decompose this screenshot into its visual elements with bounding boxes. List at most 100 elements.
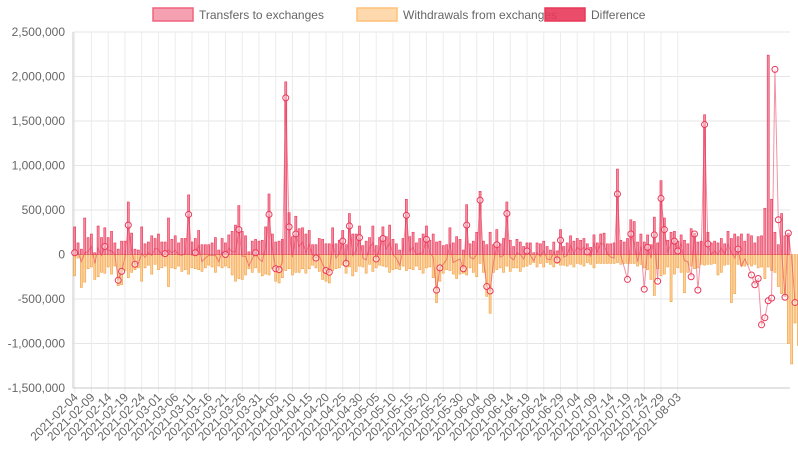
transfer-bar[interactable]	[197, 230, 200, 255]
difference-point[interactable]	[694, 286, 702, 294]
withdrawal-bar[interactable]	[455, 254, 458, 279]
difference-point[interactable]	[379, 234, 387, 242]
transfer-bar[interactable]	[120, 240, 123, 255]
transfer-bar[interactable]	[632, 221, 636, 255]
withdrawal-bar[interactable]	[723, 254, 727, 266]
withdrawal-bar[interactable]	[173, 254, 177, 270]
withdrawal-bar[interactable]	[629, 254, 633, 264]
transfer-bar[interactable]	[750, 235, 753, 255]
transfer-bar[interactable]	[321, 239, 324, 255]
withdrawal-bar[interactable]	[572, 254, 576, 268]
difference-point[interactable]	[644, 243, 652, 251]
difference-point[interactable]	[701, 121, 709, 129]
withdrawal-bar[interactable]	[719, 254, 723, 273]
withdrawal-bar[interactable]	[183, 254, 187, 270]
transfer-bar[interactable]	[746, 233, 750, 255]
withdrawal-bar[interactable]	[351, 254, 355, 277]
transfer-bar[interactable]	[230, 231, 234, 255]
withdrawal-bar[interactable]	[632, 254, 636, 264]
difference-point[interactable]	[325, 268, 333, 276]
transfer-bar[interactable]	[204, 244, 207, 255]
difference-point[interactable]	[285, 223, 293, 231]
difference-point[interactable]	[674, 247, 682, 255]
difference-point[interactable]	[761, 314, 769, 322]
withdrawal-bar[interactable]	[652, 254, 656, 296]
transfer-bar[interactable]	[388, 224, 391, 255]
transfer-bar[interactable]	[431, 233, 435, 255]
withdrawal-bar[interactable]	[321, 254, 324, 280]
transfer-bar[interactable]	[703, 114, 706, 255]
transfer-bar[interactable]	[753, 242, 757, 255]
transfer-bar[interactable]	[458, 239, 462, 255]
transfer-bar[interactable]	[726, 231, 730, 255]
withdrawal-bar[interactable]	[730, 254, 733, 303]
withdrawal-bar[interactable]	[391, 254, 395, 270]
withdrawal-bar[interactable]	[358, 254, 361, 267]
withdrawal-bar[interactable]	[284, 254, 288, 271]
difference-point[interactable]	[345, 222, 353, 230]
withdrawal-bar[interactable]	[240, 254, 244, 280]
withdrawal-bar[interactable]	[669, 254, 673, 302]
withdrawal-bar[interactable]	[616, 254, 619, 263]
transfer-bar[interactable]	[689, 228, 693, 255]
withdrawal-bar[interactable]	[187, 254, 190, 275]
difference-point[interactable]	[252, 249, 260, 257]
withdrawal-bar[interactable]	[180, 254, 184, 272]
transfer-bar[interactable]	[86, 237, 90, 255]
withdrawal-bar[interactable]	[267, 254, 271, 276]
withdrawal-bar[interactable]	[733, 254, 737, 294]
difference-point[interactable]	[124, 221, 132, 229]
difference-point[interactable]	[339, 237, 347, 245]
transfer-bar[interactable]	[314, 244, 318, 255]
transfer-bar[interactable]	[304, 233, 308, 255]
transfer-bar[interactable]	[549, 249, 552, 255]
difference-point[interactable]	[312, 254, 320, 262]
transfer-bar[interactable]	[331, 227, 334, 255]
withdrawal-bar[interactable]	[753, 254, 757, 265]
withdrawal-bar[interactable]	[649, 254, 653, 280]
legend-label-2[interactable]: Withdrawals from exchanges	[403, 8, 557, 22]
withdrawal-bar[interactable]	[234, 254, 237, 282]
transfer-bar[interactable]	[147, 241, 150, 255]
withdrawal-bar[interactable]	[384, 254, 388, 268]
withdrawal-bar[interactable]	[106, 254, 110, 268]
difference-point[interactable]	[768, 294, 776, 302]
transfer-bar[interactable]	[515, 239, 519, 255]
transfer-bar[interactable]	[113, 242, 117, 255]
withdrawal-bar[interactable]	[86, 254, 90, 270]
difference-point[interactable]	[791, 299, 798, 307]
transfer-bar[interactable]	[244, 235, 247, 255]
difference-point[interactable]	[650, 231, 658, 239]
difference-point[interactable]	[282, 94, 290, 102]
transfer-bar[interactable]	[80, 248, 83, 255]
transfer-bar[interactable]	[736, 236, 740, 255]
difference-point[interactable]	[758, 321, 766, 329]
withdrawal-bar[interactable]	[693, 254, 696, 270]
transfer-bar[interactable]	[324, 243, 328, 255]
withdrawal-bar[interactable]	[418, 254, 422, 270]
withdrawal-bar[interactable]	[535, 254, 539, 268]
withdrawal-bar[interactable]	[596, 254, 599, 264]
withdrawal-bar[interactable]	[622, 254, 626, 264]
transfer-bar[interactable]	[247, 251, 251, 255]
withdrawal-bar[interactable]	[381, 254, 385, 267]
withdrawal-bar[interactable]	[585, 254, 589, 263]
transfer-bar[interactable]	[518, 241, 522, 255]
withdrawal-bar[interactable]	[776, 254, 780, 287]
transfer-bar[interactable]	[90, 233, 93, 255]
transfer-bar[interactable]	[103, 227, 107, 255]
transfer-bar[interactable]	[250, 240, 254, 255]
legend-swatch-3[interactable]	[544, 7, 586, 22]
transfer-bar[interactable]	[525, 242, 529, 255]
withdrawal-bar[interactable]	[103, 254, 107, 274]
transfer-bar[interactable]	[636, 241, 639, 255]
transfer-bar[interactable]	[76, 242, 80, 255]
transfer-bar[interactable]	[438, 240, 442, 255]
transfer-bar[interactable]	[606, 243, 609, 255]
difference-point[interactable]	[459, 265, 467, 273]
difference-point[interactable]	[292, 230, 300, 238]
withdrawal-bar[interactable]	[170, 254, 174, 269]
withdrawal-bar[interactable]	[157, 254, 160, 270]
transfer-bar[interactable]	[354, 233, 358, 255]
difference-point[interactable]	[463, 221, 471, 229]
